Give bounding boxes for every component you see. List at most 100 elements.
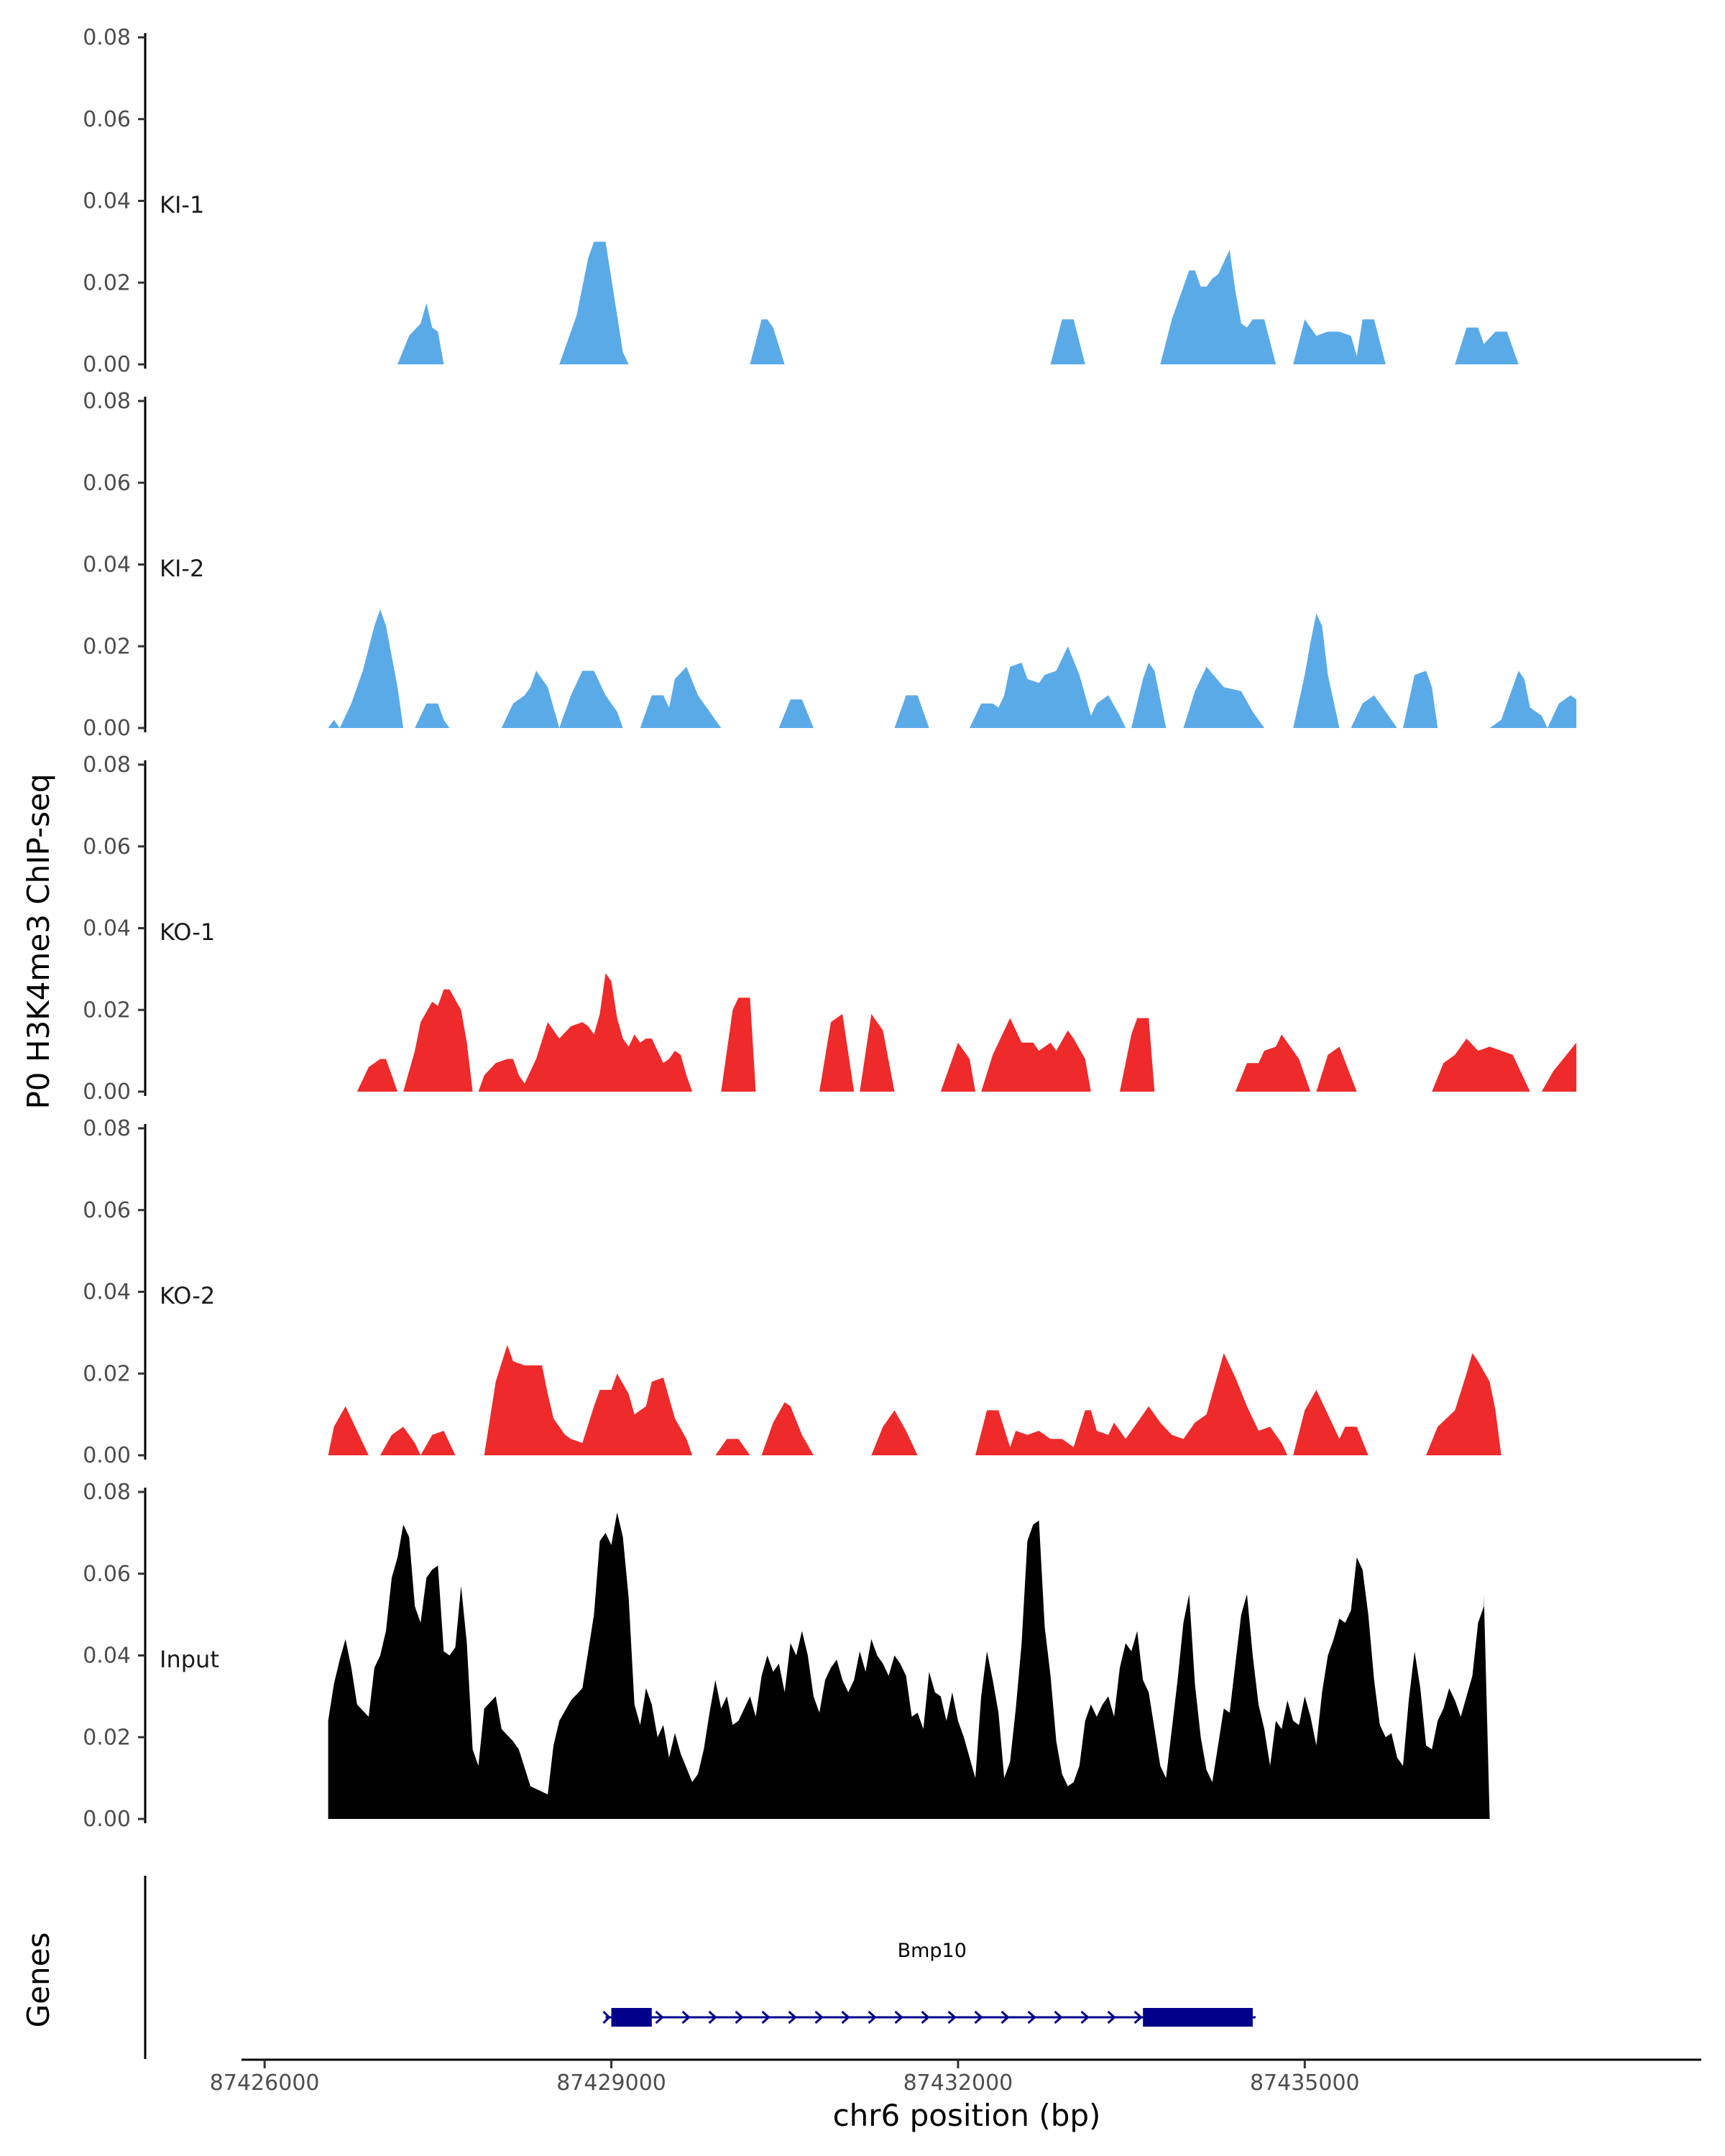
y-tick-label: 0.00 [83, 352, 131, 377]
signal-area [1489, 671, 1547, 728]
y-tick-label: 0.02 [83, 998, 131, 1023]
signal-tracks: 0.00 0.02 0.04 0.06 0.08 KI-1 0.00 0.02 0.04 0.06… [83, 25, 1577, 1832]
track-label: KO-1 [160, 918, 215, 946]
signal-area [484, 1345, 693, 1455]
signal-area [1050, 319, 1085, 364]
gene-name-label: Bmp10 [898, 1940, 967, 1962]
signal-area [860, 1013, 895, 1092]
strand-chevron-icon [1133, 2010, 1143, 2024]
signal-area [415, 703, 450, 728]
strand-chevron-icon [1027, 2010, 1036, 2024]
y-tick-label: 0.08 [83, 752, 131, 778]
signal-area [1541, 1042, 1577, 1092]
gene-exon [1143, 2008, 1253, 2027]
signal-area [975, 1353, 1288, 1455]
y-tick-label: 0.04 [83, 1280, 131, 1305]
track-label: Input [160, 1646, 219, 1673]
strand-chevron-icon [1000, 2010, 1010, 2024]
track-label: KI-2 [160, 555, 204, 582]
strand-chevron-icon [761, 2010, 770, 2024]
genes-panel-label: Genes [21, 1932, 56, 2028]
y-axis-title: P0 H3K4me3 ChIP-seq [21, 773, 56, 1109]
signal-area [981, 1018, 1091, 1092]
strand-chevron-icon [655, 2010, 664, 2024]
strand-chevron-icon [735, 2010, 744, 2024]
strand-chevron-icon [947, 2010, 957, 2024]
track-ki-2: 0.00 0.02 0.04 0.06 0.08 KI-2 [83, 389, 1577, 741]
y-tick-label: 0.00 [83, 1079, 131, 1105]
strand-chevron-icon [788, 2010, 797, 2024]
signal-area [328, 719, 340, 728]
x-axis-title: chr6 position (bp) [833, 2098, 1101, 2133]
strand-chevron-icon [1054, 2010, 1063, 2024]
gene-annotation-panel: Bmp10 [144, 1876, 1256, 2059]
strand-chevron-icon [1080, 2010, 1090, 2024]
y-tick-label: 0.08 [83, 1116, 131, 1141]
signal-area [1426, 1353, 1501, 1455]
gene-exon [611, 2008, 652, 2027]
signal-area [715, 1439, 750, 1455]
signal-area [1183, 666, 1264, 728]
signal-area [940, 1042, 975, 1092]
track-input: 0.00 0.02 0.04 0.06 0.08 Input [83, 1480, 1490, 1832]
signal-area [380, 1427, 421, 1455]
signal-area [1547, 695, 1577, 728]
strand-chevron-icon [1107, 2010, 1116, 2024]
signal-area [420, 1430, 456, 1455]
signal-area [1160, 249, 1276, 364]
signal-area [778, 699, 814, 728]
signal-area [559, 241, 629, 364]
y-tick-label: 0.02 [83, 634, 131, 659]
signal-area [478, 973, 693, 1092]
strand-chevron-icon [681, 2010, 691, 2024]
signal-area [640, 666, 722, 728]
x-tick-label: 87432000 [903, 2070, 1013, 2096]
y-tick-label: 0.06 [83, 1562, 131, 1587]
signal-area [1432, 1038, 1530, 1092]
signal-area [501, 671, 560, 728]
y-tick-label: 0.06 [83, 107, 131, 132]
signal-area [1131, 663, 1167, 728]
strand-chevron-icon [708, 2010, 717, 2024]
strand-chevron-icon [841, 2010, 850, 2024]
y-tick-label: 0.02 [83, 1725, 131, 1750]
signal-area [1455, 327, 1519, 364]
signal-area [403, 989, 473, 1092]
signal-area [894, 695, 929, 728]
x-axis: 87426000 87429000 87432000 87435000 [210, 2058, 1701, 2096]
signal-area [1316, 1046, 1357, 1092]
signal-area [970, 646, 1126, 728]
y-tick-label: 0.04 [83, 189, 131, 214]
signal-area [1120, 1018, 1155, 1092]
x-tick-label: 87429000 [556, 2070, 666, 2096]
strand-chevron-icon [868, 2010, 877, 2024]
y-tick-label: 0.06 [83, 1198, 131, 1223]
track-label: KI-1 [160, 191, 204, 218]
signal-area [819, 1013, 855, 1092]
strand-chevron-icon [921, 2010, 930, 2024]
track-label: KO-2 [160, 1282, 215, 1309]
y-axis-title-group: P0 H3K4me3 ChIP-seq Genes [21, 773, 56, 2027]
signal-area [1293, 319, 1386, 364]
y-tick-label: 0.06 [83, 471, 131, 496]
signal-area [328, 1406, 369, 1455]
strand-chevron-icon [894, 2010, 903, 2024]
signal-area [1235, 1034, 1311, 1092]
y-tick-label: 0.02 [83, 270, 131, 295]
signal-area [339, 609, 404, 728]
y-tick-label: 0.04 [83, 916, 131, 941]
signal-area [721, 998, 756, 1092]
y-tick-label: 0.00 [83, 716, 131, 741]
signal-area [397, 303, 444, 364]
y-tick-label: 0.06 [83, 834, 131, 860]
signal-area [871, 1410, 918, 1455]
track-ko-2: 0.00 0.02 0.04 0.06 0.08 KO-2 [83, 1116, 1501, 1468]
signal-area [1403, 671, 1438, 728]
track-ko-1: 0.00 0.02 0.04 0.06 0.08 KO-1 [83, 752, 1577, 1105]
y-tick-label: 0.08 [83, 1480, 131, 1505]
y-tick-label: 0.02 [83, 1361, 131, 1386]
y-tick-label: 0.08 [83, 25, 131, 50]
strand-chevron-icon [602, 2010, 611, 2024]
signal-area [750, 319, 785, 364]
